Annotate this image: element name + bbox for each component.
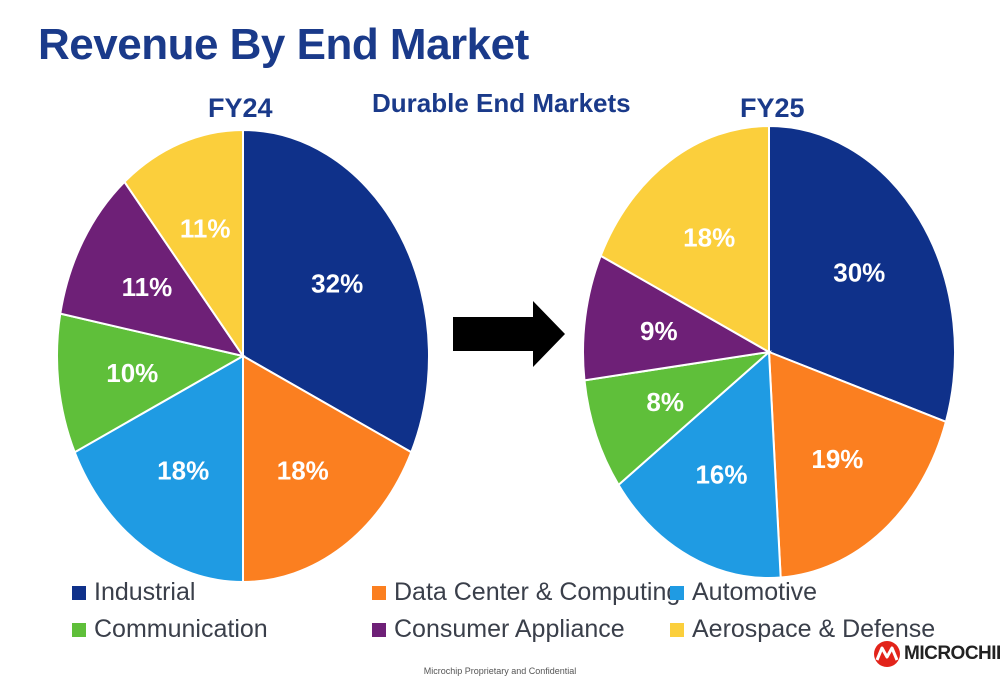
pie-slice-label: 18%	[277, 456, 329, 486]
microchip-logo-icon	[874, 641, 900, 667]
pie-slice-consumer-appliance	[582, 254, 772, 382]
pie-slice-label: 11%	[122, 272, 173, 302]
pie-slice-label: 9%	[640, 316, 678, 346]
pie-slice-label: 18%	[683, 223, 735, 253]
legend-item-data-center-computing: Data Center & Computing	[372, 578, 680, 607]
fy24-chart-title: FY24	[208, 93, 273, 123]
pie-slice-label: 30%	[833, 257, 885, 287]
pie-slice-label: 11%	[180, 213, 231, 243]
page-subtitle: Durable End Markets	[372, 88, 631, 118]
pie-slice-label: 10%	[106, 358, 158, 388]
pie-slice-communication	[583, 350, 773, 487]
legend-swatch	[72, 622, 86, 637]
right-arrow-icon	[453, 301, 565, 367]
pie-slice-label: 19%	[811, 444, 863, 474]
pie-slice-label: 16%	[695, 460, 747, 490]
pie-slice-communication	[56, 312, 246, 454]
legend-item-communication: Communication	[72, 615, 268, 644]
pie-slice-data-center-computing	[767, 350, 948, 579]
pie-slice-aerospace-defense	[123, 128, 244, 360]
legend-label: Data Center & Computing	[394, 578, 681, 606]
legend-swatch	[72, 585, 86, 600]
pie-slice-data-center-computing	[242, 354, 413, 584]
legend-item-automotive: Automotive	[670, 578, 817, 607]
pie-slice-aerospace-defense	[599, 124, 770, 354]
pie-slice-automotive	[617, 349, 782, 579]
legend-label: Industrial	[94, 578, 196, 606]
page-title: Revenue By End Market	[38, 20, 529, 69]
legend-label: Automotive	[692, 578, 818, 606]
legend-label: Aerospace & Defense	[692, 615, 936, 643]
microchip-logo: MICROCHIP	[872, 640, 1000, 668]
pie-slice-label: 32%	[311, 268, 363, 298]
pie-slice-automotive	[73, 354, 244, 584]
fy24-pie-chart: 32% 18% 18% 10% 11%11%	[56, 128, 431, 584]
footer-confidential-note: Microchip Proprietary and Confidential	[423, 666, 577, 676]
legend-item-consumer-appliance: Consumer Appliance	[372, 615, 625, 644]
fy25-chart-title: FY25	[740, 93, 805, 123]
pie-slice-industrial	[242, 128, 431, 454]
legend-label: Consumer Appliance	[394, 615, 625, 643]
pie-slice-label: 8%	[646, 387, 684, 417]
microchip-logo-text: MICROCHIP	[904, 643, 1000, 664]
legend-swatch	[670, 622, 684, 637]
legend-item-industrial: Industrial	[72, 578, 195, 607]
pie-slice-industrial	[768, 124, 956, 424]
legend-label: Communication	[94, 615, 268, 643]
legend-swatch	[372, 585, 386, 600]
legend-item-aerospace-defense: Aerospace & Defense	[670, 615, 935, 644]
pie-slice-label: 18%	[157, 456, 209, 486]
legend-swatch	[372, 622, 386, 637]
legend-swatch	[670, 585, 684, 600]
pie-slice-consumer-appliance	[59, 180, 246, 358]
fy25-pie-chart: 30% 19% 16% 8% 9% 18%	[582, 124, 956, 579]
